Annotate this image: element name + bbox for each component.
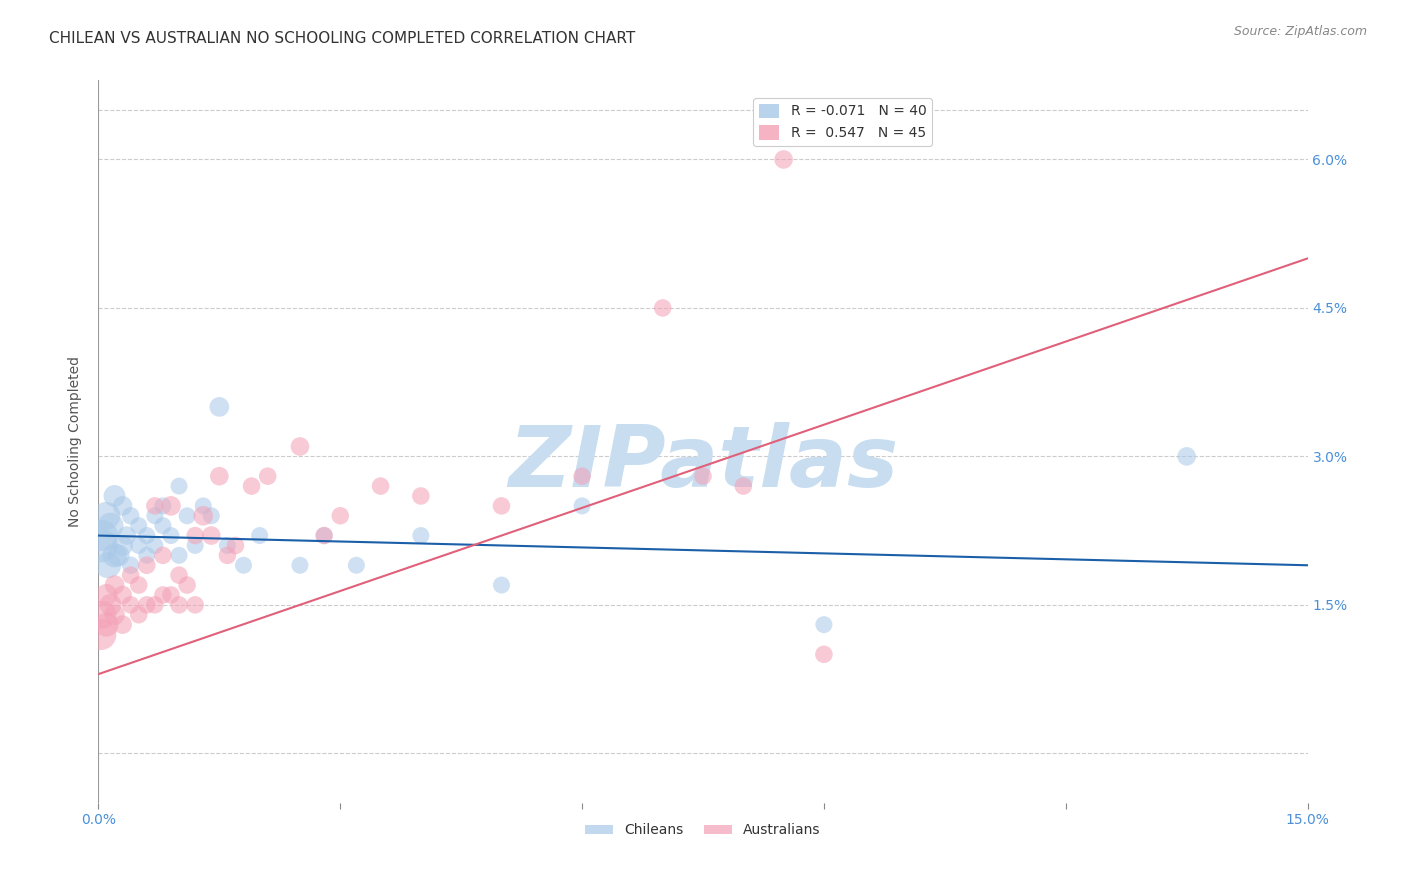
Point [193, 508, 215, 523]
Point [96, 617, 118, 632]
Point [208, 400, 231, 414]
Point [692, 469, 714, 483]
Point [100, 598, 122, 612]
Point [111, 588, 134, 602]
Point [176, 578, 198, 592]
Legend: Chileans, Australians: Chileans, Australians [579, 818, 827, 843]
Point [167, 598, 190, 612]
Point [813, 617, 835, 632]
Point [176, 508, 198, 523]
Point [128, 518, 150, 533]
Point [96, 508, 118, 523]
Point [491, 499, 513, 513]
Point [143, 499, 166, 513]
Point [103, 607, 125, 622]
Point [184, 528, 207, 542]
Point [160, 588, 183, 602]
Point [91, 607, 114, 622]
Point [111, 539, 134, 553]
Text: Source: ZipAtlas.com: Source: ZipAtlas.com [1233, 25, 1367, 38]
Point [217, 549, 239, 563]
Point [152, 588, 174, 602]
Point [115, 528, 138, 542]
Point [167, 549, 190, 563]
Point [152, 518, 174, 533]
Point [249, 528, 271, 542]
Point [135, 598, 157, 612]
Point [103, 549, 125, 563]
Point [571, 469, 593, 483]
Point [120, 558, 142, 573]
Point [314, 528, 336, 542]
Point [193, 499, 215, 513]
Point [409, 528, 432, 542]
Point [571, 499, 593, 513]
Point [100, 518, 122, 533]
Point [184, 539, 207, 553]
Point [111, 617, 134, 632]
Point [152, 499, 174, 513]
Point [167, 568, 190, 582]
Point [200, 508, 222, 523]
Point [135, 549, 157, 563]
Point [143, 539, 166, 553]
Point [314, 528, 336, 542]
Text: CHILEAN VS AUSTRALIAN NO SCHOOLING COMPLETED CORRELATION CHART: CHILEAN VS AUSTRALIAN NO SCHOOLING COMPL… [49, 31, 636, 46]
Point [232, 558, 254, 573]
Y-axis label: No Schooling Completed: No Schooling Completed [69, 356, 83, 527]
Point [152, 549, 174, 563]
Point [103, 578, 125, 592]
Point [651, 301, 673, 315]
Point [240, 479, 263, 493]
Point [103, 489, 125, 503]
Point [772, 153, 794, 167]
Point [90, 627, 112, 641]
Point [120, 598, 142, 612]
Point [370, 479, 392, 493]
Point [288, 558, 311, 573]
Point [91, 528, 114, 542]
Point [288, 440, 311, 454]
Point [120, 568, 142, 582]
Point [184, 598, 207, 612]
Point [107, 549, 129, 563]
Point [167, 479, 190, 493]
Point [733, 479, 755, 493]
Point [128, 607, 150, 622]
Point [143, 598, 166, 612]
Point [111, 499, 134, 513]
Point [160, 528, 183, 542]
Point [135, 528, 157, 542]
Point [128, 539, 150, 553]
Point [813, 648, 835, 662]
Text: ZIPatlas: ZIPatlas [508, 422, 898, 505]
Point [128, 578, 150, 592]
Point [90, 539, 112, 553]
Point [208, 469, 231, 483]
Point [120, 508, 142, 523]
Point [409, 489, 432, 503]
Point [143, 508, 166, 523]
Point [224, 539, 246, 553]
Point [344, 558, 367, 573]
Point [135, 558, 157, 573]
Point [97, 558, 120, 573]
Point [256, 469, 278, 483]
Point [329, 508, 352, 523]
Point [160, 499, 183, 513]
Point [200, 528, 222, 542]
Point [96, 588, 118, 602]
Point [1175, 450, 1198, 464]
Point [217, 539, 239, 553]
Point [491, 578, 513, 592]
